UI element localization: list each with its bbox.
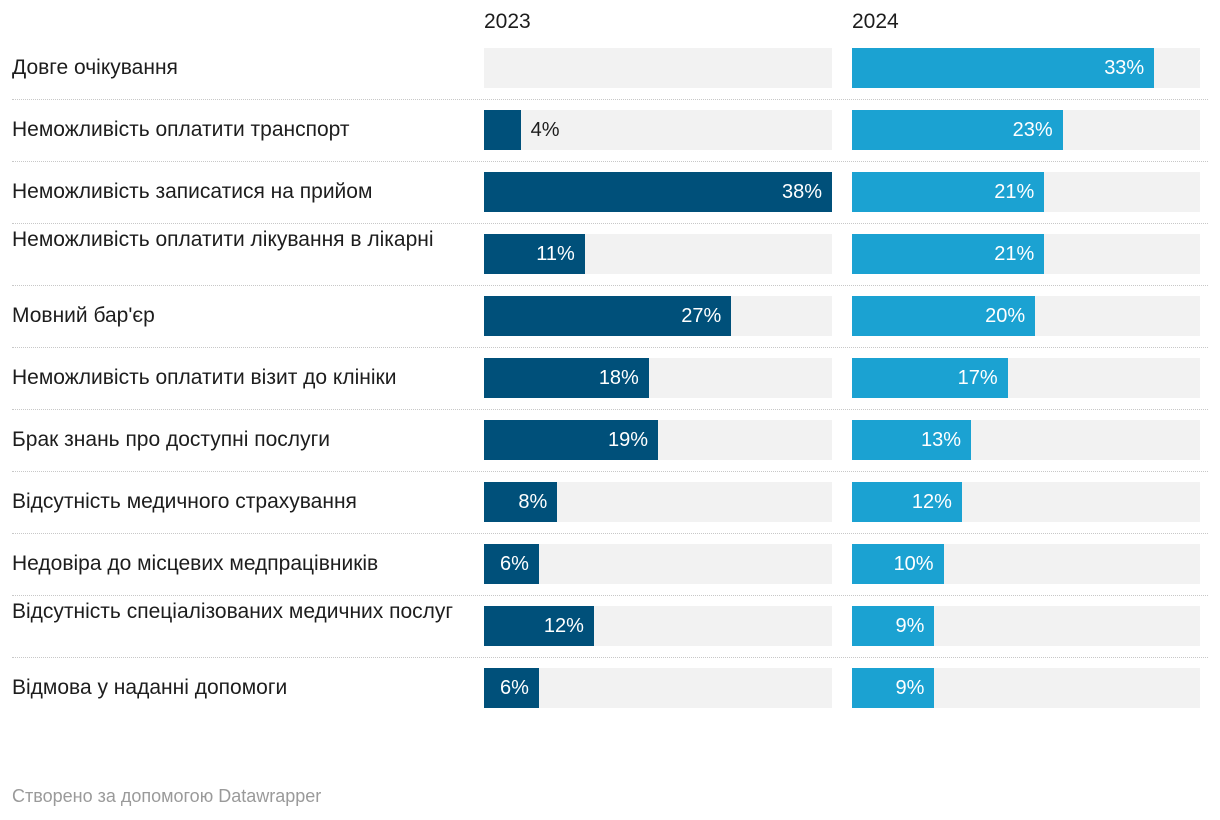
bar-track: 23% [852, 110, 1200, 150]
value-label: 33% [1104, 57, 1145, 79]
bar-track: 21% [852, 172, 1200, 212]
bar-2024[interactable] [852, 48, 1155, 88]
value-label: 12% [543, 615, 584, 637]
bar-2024[interactable] [852, 296, 1036, 336]
row-separator [12, 471, 1208, 472]
value-label: 11% [536, 243, 575, 265]
value-label: 17% [957, 367, 998, 389]
column-header-2024: 2024 [852, 10, 899, 33]
bar-2023[interactable] [484, 358, 649, 398]
credit-footer[interactable]: Створено за допомогою Datawrapper [12, 786, 322, 806]
bar-2023[interactable] [484, 420, 658, 460]
category-label: Неможливість оплатити транспорт [12, 118, 350, 141]
bar-track: 21% [852, 234, 1200, 274]
value-label: 6% [500, 677, 529, 699]
bar-2024[interactable] [852, 668, 935, 708]
bar-track: 11% [484, 234, 832, 274]
value-label: 21% [994, 243, 1035, 265]
bar-2023[interactable] [484, 110, 521, 150]
row-separator [12, 285, 1208, 286]
value-label: 19% [607, 429, 648, 451]
bar-2024[interactable] [852, 172, 1045, 212]
row-separator [12, 347, 1208, 348]
bar-track: 18% [484, 358, 832, 398]
row-separator [12, 99, 1208, 100]
value-label: 6% [500, 553, 529, 575]
bar-track: 6% [484, 668, 832, 708]
bar-2024[interactable] [852, 482, 962, 522]
row-separator [12, 409, 1208, 410]
bar-2024[interactable] [852, 544, 944, 584]
bar-track [484, 48, 832, 88]
bar-track: 12% [852, 482, 1200, 522]
bar-2023[interactable] [484, 544, 539, 584]
row-separator [12, 161, 1208, 162]
bar-track: 19% [484, 420, 832, 460]
bar-2023[interactable] [484, 296, 732, 336]
value-label: 10% [893, 553, 934, 575]
bar-2023[interactable] [484, 234, 585, 274]
category-label: Відсутність спеціалізованих медичних пос… [12, 600, 454, 623]
row-separator [12, 223, 1208, 224]
bar-track: 9% [852, 668, 1200, 708]
value-label: 13% [921, 429, 962, 451]
bar-track: 27% [484, 296, 832, 336]
category-label: Довге очікування [12, 56, 178, 79]
bar-track: 20% [852, 296, 1200, 336]
value-label: 27% [681, 305, 722, 327]
category-label: Недовіра до місцевих медпрацівників [12, 552, 379, 575]
bar-2023[interactable] [484, 668, 539, 708]
value-label: 38% [781, 181, 822, 203]
value-label: 9% [895, 615, 925, 637]
bar-2024[interactable] [852, 420, 972, 460]
bar-track: 6% [484, 544, 832, 584]
row-separator [12, 657, 1208, 658]
bar-track: 38% [484, 172, 832, 212]
category-label: Неможливість записатися на прийом [12, 180, 373, 203]
value-label: 21% [994, 181, 1035, 203]
value-label: 4% [530, 119, 560, 141]
bar-track: 17% [852, 358, 1200, 398]
value-label: 20% [985, 305, 1026, 327]
bar-track: 4% [484, 110, 832, 150]
category-label: Неможливість оплатити лікування в лікарн… [12, 228, 434, 251]
bar-track: 33% [852, 48, 1200, 88]
bar-2024[interactable] [852, 110, 1063, 150]
value-label: 12% [911, 491, 952, 513]
bar-2023[interactable] [484, 482, 558, 522]
bar-track: 10% [852, 544, 1200, 584]
row-separator [12, 595, 1208, 596]
category-label: Неможливість оплатити візит до клініки [12, 366, 397, 389]
value-label: 18% [598, 367, 639, 389]
category-label: Брак знань про доступні послуги [12, 428, 330, 451]
bar-2023[interactable] [484, 606, 594, 646]
value-label: 9% [895, 677, 925, 699]
bar-track: 13% [852, 420, 1200, 460]
value-label: 8% [518, 491, 548, 513]
bar-2024[interactable] [852, 606, 935, 646]
bar-2024[interactable] [852, 234, 1045, 274]
category-label: Відсутність медичного страхування [12, 490, 357, 513]
bar-2024[interactable] [852, 358, 1008, 398]
bar-track: 8% [484, 482, 832, 522]
category-label: Відмова у наданні допомоги [12, 676, 288, 699]
value-label: 23% [1012, 119, 1053, 141]
category-label: Мовний бар'єр [12, 304, 155, 327]
column-header-2023: 2023 [484, 10, 531, 33]
bar-chart: 2023 2024 Довге очікування 33% Неможливість … [12, 10, 1208, 708]
bar-2023[interactable] [484, 172, 832, 212]
row-separator [12, 533, 1208, 534]
bar-track: 12% [484, 606, 832, 646]
bar-track: 9% [852, 606, 1200, 646]
